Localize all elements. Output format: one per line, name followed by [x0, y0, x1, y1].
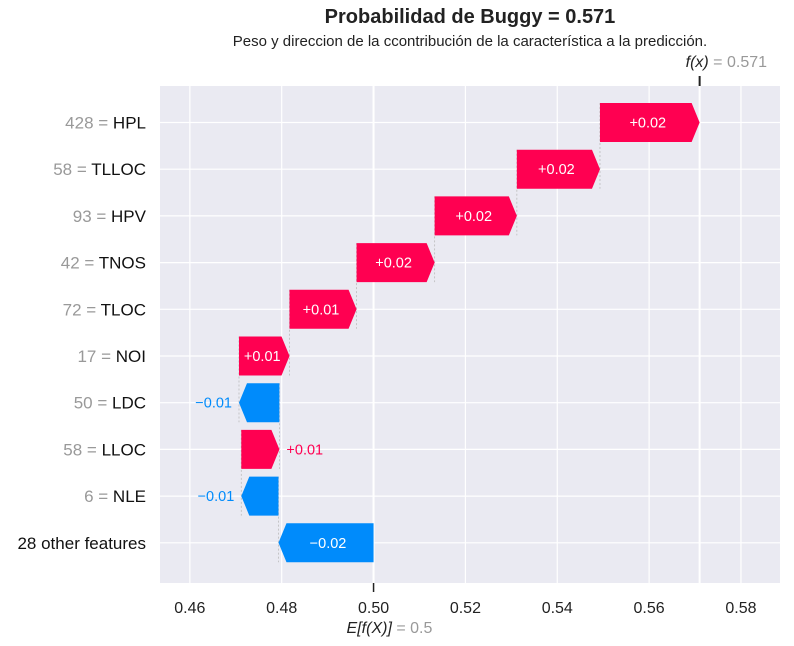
feature-label: 42 = TNOS: [61, 254, 146, 273]
feature-label: 28 other features: [17, 534, 146, 553]
feature-label: 58 = TLLOC: [53, 160, 146, 179]
feature-value: 42 =: [61, 254, 99, 273]
feature-name: HPV: [111, 207, 147, 226]
bar-value-label: +0.02: [455, 209, 492, 225]
feature-value: 58 =: [53, 160, 91, 179]
positive-bar: [516, 149, 600, 189]
base-value: = 0.5: [392, 620, 433, 637]
positive-bar: [356, 243, 435, 283]
fx-annotation: f(x) = 0.571: [686, 54, 767, 71]
bar-value-label: +0.02: [375, 256, 412, 272]
feature-label: 50 = LDC: [74, 394, 146, 413]
bar-value-label: +0.01: [286, 442, 323, 458]
x-tick-label: 0.52: [450, 600, 481, 617]
feature-value: 17 =: [77, 347, 115, 366]
feature-label: 58 = LLOC: [63, 440, 146, 459]
feature-name: 28 other features: [17, 534, 146, 553]
feature-name: TLOC: [101, 300, 146, 319]
feature-label: 93 = HPV: [73, 207, 147, 226]
base-annotation: E[f(X)] = 0.5: [347, 620, 433, 637]
bar-value-label: +0.01: [303, 302, 340, 318]
positive-bar: [241, 429, 280, 469]
positive-bar: [599, 103, 700, 142]
feature-name: TNOS: [99, 254, 146, 273]
positive-bar: [289, 289, 357, 329]
feature-label: 72 = TLOC: [63, 300, 146, 319]
negative-bar: [241, 476, 279, 516]
feature-name: LLOC: [102, 440, 146, 459]
feature-name: NOI: [116, 347, 146, 366]
feature-value: 93 =: [73, 207, 111, 226]
x-tick-label: 0.58: [725, 600, 756, 617]
bar-value-label: +0.01: [244, 349, 281, 365]
positive-bar: [434, 196, 517, 236]
negative-bar: [238, 383, 280, 423]
bar-value-label: +0.02: [538, 162, 575, 178]
feature-name: NLE: [113, 487, 146, 506]
bar-value-label: −0.01: [195, 396, 232, 412]
base-label: E[f(X)]: [347, 620, 393, 637]
feature-label: 17 = NOI: [77, 347, 146, 366]
positive-bar: [238, 336, 290, 376]
feature-value: 72 =: [63, 300, 101, 319]
negative-bar: [278, 523, 374, 563]
fx-value: = 0.571: [709, 54, 767, 71]
feature-value: 58 =: [63, 440, 101, 459]
bar-value-label: −0.01: [198, 489, 235, 505]
x-tick-label: 0.56: [634, 600, 665, 617]
bar-value-label: +0.02: [629, 116, 666, 132]
x-tick-label: 0.46: [174, 600, 205, 617]
feature-label: 6 = NLE: [84, 487, 146, 506]
feature-value: 6 =: [84, 487, 113, 506]
chart-title: Probabilidad de Buggy = 0.571: [324, 6, 616, 28]
fx-label: f(x): [686, 54, 709, 71]
x-tick-label: 0.54: [542, 600, 573, 617]
bar-value-label: −0.02: [310, 536, 347, 552]
feature-value: 428 =: [65, 114, 113, 133]
x-tick-label: 0.48: [266, 600, 297, 617]
feature-label: 428 = HPL: [65, 114, 146, 133]
feature-name: LDC: [112, 394, 146, 413]
feature-value: 50 =: [74, 394, 112, 413]
feature-name: TLLOC: [91, 160, 146, 179]
feature-name: HPL: [113, 114, 146, 133]
x-tick-label: 0.50: [358, 600, 389, 617]
chart-subtitle: Peso y direccion de la ccontribución de …: [232, 33, 708, 50]
